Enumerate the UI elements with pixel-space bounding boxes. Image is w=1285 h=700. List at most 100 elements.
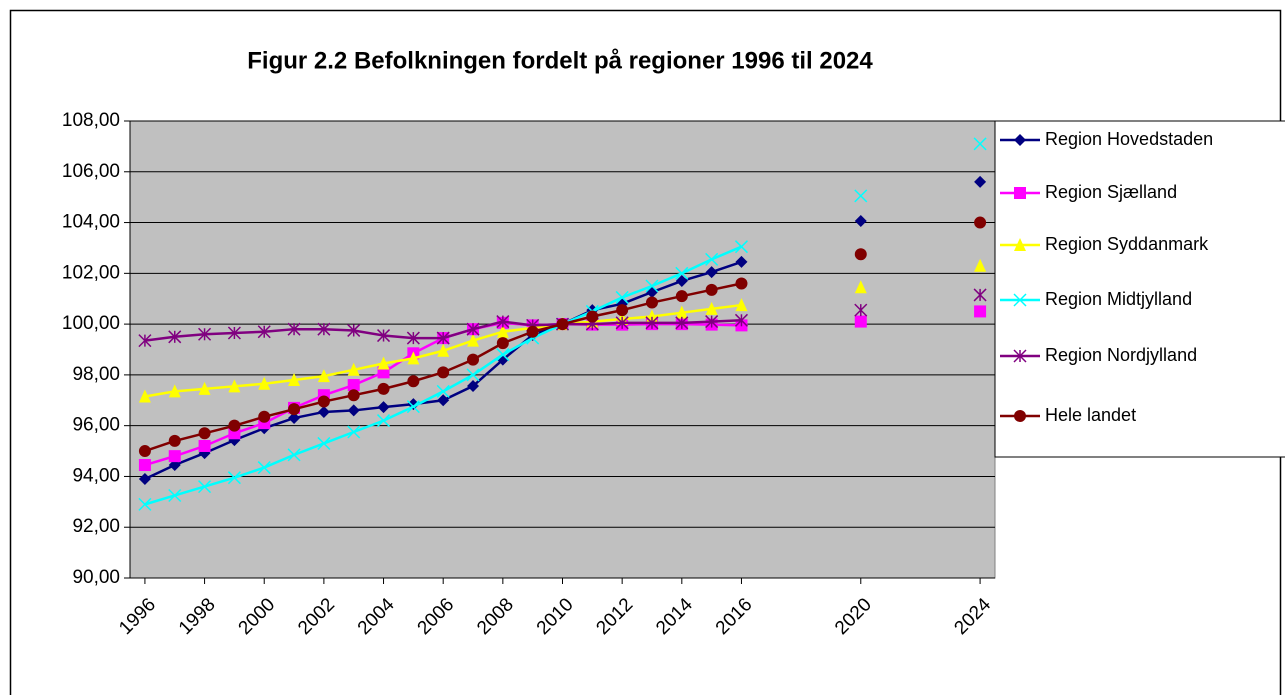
marker xyxy=(854,303,868,317)
marker xyxy=(168,384,181,398)
marker-shape xyxy=(1014,410,1026,422)
x-tick-label: 2008 xyxy=(473,594,518,639)
marker-shape xyxy=(317,436,331,450)
marker xyxy=(138,389,151,403)
marker xyxy=(854,280,867,294)
marker-shape xyxy=(705,252,719,266)
marker-shape xyxy=(377,356,390,370)
marker xyxy=(973,137,987,151)
marker xyxy=(288,372,301,386)
marker xyxy=(973,288,987,302)
plot-area xyxy=(129,120,996,579)
marker-shape xyxy=(168,384,181,398)
marker xyxy=(317,405,330,418)
marker-shape xyxy=(228,419,241,432)
marker xyxy=(974,258,987,272)
marker-shape xyxy=(615,290,629,304)
marker xyxy=(198,427,211,440)
marker xyxy=(645,296,658,309)
y-tick-label: 96,00 xyxy=(72,415,120,436)
marker-shape xyxy=(138,459,151,472)
marker-shape xyxy=(526,325,539,338)
marker-shape xyxy=(974,175,987,188)
marker-shape xyxy=(347,389,360,402)
marker-shape xyxy=(974,258,987,272)
marker-shape xyxy=(198,439,211,452)
marker-shape xyxy=(317,405,330,418)
marker-shape xyxy=(258,376,271,390)
marker-shape xyxy=(496,324,509,338)
marker xyxy=(675,290,688,303)
marker xyxy=(227,471,241,485)
marker xyxy=(496,337,509,350)
marker xyxy=(735,255,748,268)
marker xyxy=(705,266,718,279)
marker xyxy=(437,394,450,407)
legend-label: Region Sjælland xyxy=(1045,182,1177,202)
marker-shape xyxy=(198,381,211,395)
marker-shape xyxy=(257,461,271,475)
marker-shape xyxy=(347,425,361,439)
marker-shape xyxy=(198,480,212,494)
marker xyxy=(287,322,301,336)
marker xyxy=(1014,134,1026,146)
marker xyxy=(198,439,211,452)
marker xyxy=(1014,238,1026,251)
marker xyxy=(407,375,420,388)
marker xyxy=(734,313,748,327)
marker xyxy=(406,331,420,345)
y-tick-label: 104,00 xyxy=(62,212,120,233)
marker-shape xyxy=(1013,293,1027,307)
legend-label: Region Syddanmark xyxy=(1045,234,1209,254)
marker-shape xyxy=(288,412,301,425)
x-tick-label: 2014 xyxy=(652,594,697,639)
marker xyxy=(467,380,480,393)
marker xyxy=(138,459,151,472)
x-tick-label: 2002 xyxy=(294,594,339,639)
marker xyxy=(347,425,361,439)
marker xyxy=(586,310,599,323)
marker-shape xyxy=(377,382,390,395)
marker xyxy=(168,488,182,503)
marker-shape xyxy=(407,375,420,388)
marker-shape xyxy=(735,255,748,268)
marker xyxy=(407,351,420,365)
y-tick-label: 106,00 xyxy=(62,161,120,182)
marker xyxy=(467,333,480,347)
marker-shape xyxy=(645,279,659,293)
marker-shape xyxy=(317,369,330,383)
marker-shape xyxy=(1014,238,1026,251)
marker xyxy=(347,323,361,337)
marker xyxy=(228,379,241,393)
marker xyxy=(705,252,719,266)
marker-shape xyxy=(467,380,480,393)
marker-shape xyxy=(854,315,867,328)
marker xyxy=(496,324,509,338)
marker-shape xyxy=(407,351,420,365)
marker-shape xyxy=(1014,187,1026,199)
marker xyxy=(168,330,182,344)
x-tick-label: 2016 xyxy=(712,594,757,639)
x-tick-label: 2012 xyxy=(592,594,637,639)
marker-shape xyxy=(675,290,688,303)
marker xyxy=(854,248,867,261)
legend-label: Hele landet xyxy=(1045,405,1136,425)
y-tick-label: 102,00 xyxy=(62,262,120,283)
marker xyxy=(466,368,480,382)
marker-shape xyxy=(734,240,748,254)
marker-shape xyxy=(138,389,151,403)
marker xyxy=(377,356,390,370)
marker xyxy=(377,401,390,414)
marker-shape xyxy=(377,401,390,414)
marker xyxy=(347,379,360,392)
marker xyxy=(974,175,987,188)
marker-shape xyxy=(436,384,450,398)
marker-shape xyxy=(258,410,271,423)
marker-shape xyxy=(974,216,987,229)
marker xyxy=(198,381,211,395)
marker-shape xyxy=(616,304,629,317)
marker xyxy=(705,283,718,296)
marker xyxy=(168,434,181,447)
marker xyxy=(317,369,330,383)
